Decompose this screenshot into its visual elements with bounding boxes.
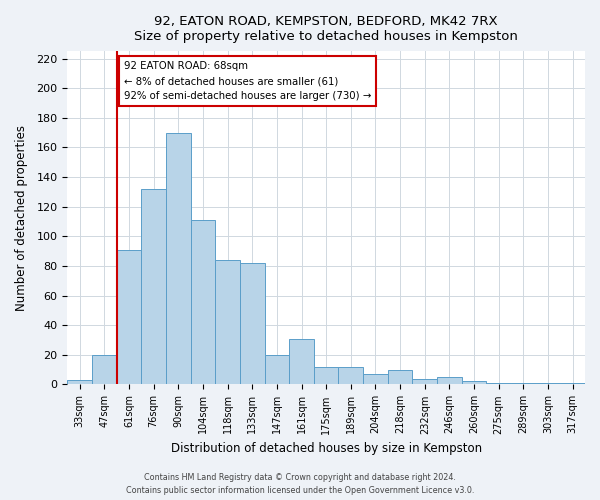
Bar bbox=[67, 380, 92, 384]
Bar bbox=[289, 338, 314, 384]
Bar bbox=[412, 378, 437, 384]
Bar bbox=[92, 355, 116, 384]
Title: 92, EATON ROAD, KEMPSTON, BEDFORD, MK42 7RX
Size of property relative to detache: 92, EATON ROAD, KEMPSTON, BEDFORD, MK42 … bbox=[134, 15, 518, 43]
Text: Contains HM Land Registry data © Crown copyright and database right 2024.
Contai: Contains HM Land Registry data © Crown c… bbox=[126, 474, 474, 495]
Bar bbox=[437, 377, 462, 384]
Bar bbox=[166, 132, 191, 384]
Y-axis label: Number of detached properties: Number of detached properties bbox=[15, 125, 28, 311]
Bar bbox=[388, 370, 412, 384]
Bar bbox=[265, 355, 289, 384]
Bar bbox=[462, 382, 487, 384]
Bar bbox=[240, 263, 265, 384]
Bar bbox=[363, 374, 388, 384]
Bar bbox=[536, 383, 560, 384]
Text: 92 EATON ROAD: 68sqm
← 8% of detached houses are smaller (61)
92% of semi-detach: 92 EATON ROAD: 68sqm ← 8% of detached ho… bbox=[124, 62, 371, 101]
X-axis label: Distribution of detached houses by size in Kempston: Distribution of detached houses by size … bbox=[170, 442, 482, 455]
Bar bbox=[511, 383, 536, 384]
Bar bbox=[560, 383, 585, 384]
Bar bbox=[487, 383, 511, 384]
Bar bbox=[191, 220, 215, 384]
Bar bbox=[141, 189, 166, 384]
Bar bbox=[215, 260, 240, 384]
Bar bbox=[338, 366, 363, 384]
Bar bbox=[116, 250, 141, 384]
Bar bbox=[314, 366, 338, 384]
